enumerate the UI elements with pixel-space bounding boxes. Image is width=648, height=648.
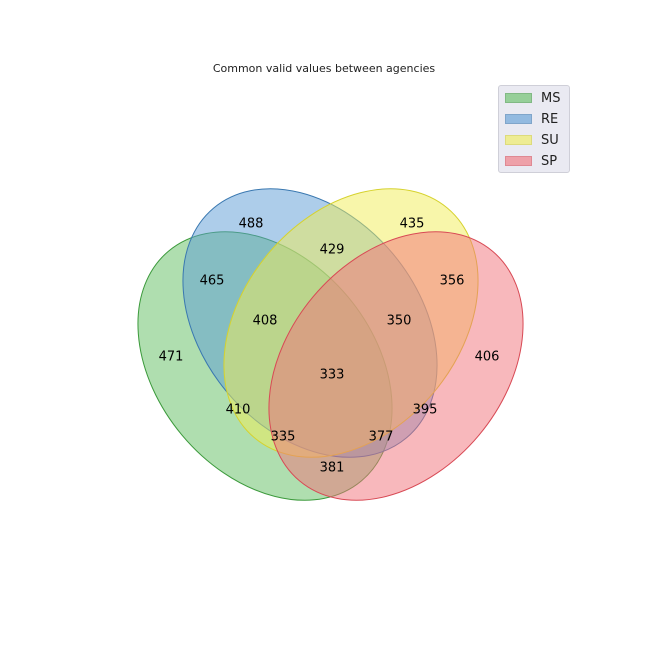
region-count-re-sp: 395 <box>413 403 438 418</box>
legend-label-sp: SP <box>541 153 558 169</box>
legend-label-ms: MS <box>541 90 561 106</box>
region-count-ms-re-su: 408 <box>253 314 278 329</box>
legend-swatch-ms <box>505 93 532 103</box>
legend-label-re: RE <box>541 111 559 127</box>
legend-item-su: SU <box>505 132 559 148</box>
legend-swatch-re <box>505 114 532 124</box>
legend-swatch-sp <box>505 156 532 166</box>
chart-title: Common valid values between agencies <box>212 62 436 75</box>
legend-item-ms: MS <box>505 90 560 106</box>
region-count-ms-su: 410 <box>226 403 251 418</box>
set-ellipse-sp <box>268 231 524 501</box>
region-count-ms-re-su-sp: 333 <box>320 368 345 383</box>
region-count-ms-re: 465 <box>200 274 225 289</box>
region-count-ms-su-sp: 335 <box>271 430 296 445</box>
region-count-re: 488 <box>239 217 264 232</box>
region-count-ms-sp: 381 <box>320 461 345 476</box>
region-count-ms-re-sp: 377 <box>369 430 394 445</box>
region-count-sp: 406 <box>475 350 500 365</box>
region-count-su: 435 <box>400 217 425 232</box>
legend-label-su: SU <box>541 132 559 148</box>
region-count-re-su: 429 <box>320 243 345 258</box>
region-count-re-su-sp: 350 <box>387 314 412 329</box>
legend-item-re: RE <box>505 111 558 127</box>
region-count-ms: 471 <box>159 350 184 365</box>
legend-swatch-su <box>505 135 532 145</box>
legend-item-sp: SP <box>505 153 557 169</box>
region-count-su-sp: 356 <box>440 274 465 289</box>
legend: MS RE SU SP <box>498 85 570 173</box>
